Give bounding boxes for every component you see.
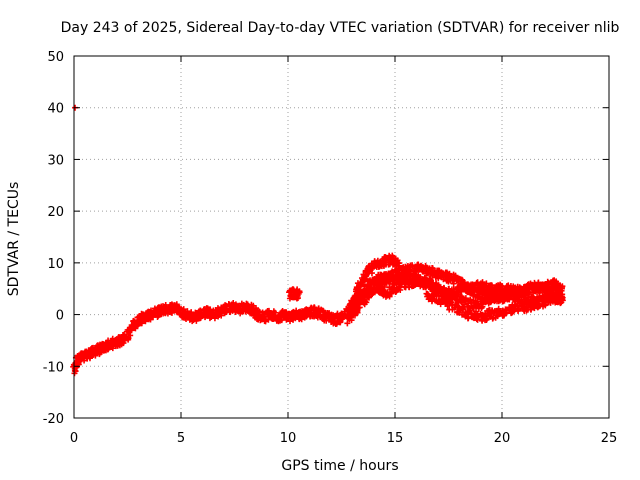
data-point	[441, 285, 448, 292]
data-point	[109, 345, 116, 352]
x-tick-label: 20	[494, 431, 511, 446]
data-point	[481, 282, 488, 289]
data-point	[295, 290, 302, 297]
grid	[74, 56, 609, 418]
data-point	[490, 314, 497, 321]
x-tick-label: 15	[387, 431, 404, 446]
y-tick-label: 30	[47, 153, 64, 168]
data-point	[389, 253, 396, 260]
data-point	[112, 337, 119, 344]
y-tick-label: 40	[47, 102, 64, 117]
data-point	[447, 298, 454, 305]
data-point	[393, 288, 400, 295]
y-tick-label: -10	[43, 360, 64, 375]
data-point	[218, 312, 225, 319]
data-point	[541, 282, 548, 289]
data-point	[445, 287, 452, 294]
data-point	[363, 299, 370, 306]
data-point	[127, 332, 134, 339]
x-tick-label: 0	[70, 431, 78, 446]
data-points	[70, 104, 566, 377]
data-point	[366, 283, 373, 290]
x-axis-ticks: 0 5 10 15 20 25	[70, 56, 617, 446]
data-point	[542, 302, 549, 309]
data-point	[222, 305, 229, 312]
data-point	[485, 300, 492, 307]
data-point	[497, 293, 504, 300]
y-tick-label: 20	[47, 205, 64, 220]
y-tick-label: 50	[47, 50, 64, 65]
data-point	[357, 288, 364, 295]
y-tick-label: -20	[43, 412, 64, 427]
y-axis-ticks: -20 -10 0 10 20 30 40 50	[43, 50, 609, 427]
data-point	[389, 277, 396, 284]
data-point	[374, 279, 381, 286]
data-point	[554, 280, 561, 287]
data-point	[558, 285, 565, 292]
data-point	[287, 318, 294, 325]
data-point	[467, 296, 474, 303]
chart-title: Day 243 of 2025, Sidereal Day-to-day VTE…	[61, 20, 620, 36]
data-point	[484, 315, 491, 322]
data-point	[369, 264, 376, 271]
y-tick-label: 0	[56, 309, 64, 324]
data-point	[441, 290, 448, 297]
plot-frame	[73, 55, 610, 419]
y-tick-label: 10	[47, 257, 64, 272]
data-point	[553, 281, 560, 288]
data-point	[369, 265, 376, 272]
data-point	[551, 277, 558, 284]
data-point	[477, 280, 484, 287]
x-axis-label: GPS time / hours	[281, 458, 398, 474]
data-point	[293, 295, 300, 302]
data-point	[349, 308, 356, 315]
y-axis-label: SDTVAR / TECUs	[6, 182, 22, 297]
data-point	[311, 304, 318, 311]
data-point	[409, 262, 416, 269]
x-tick-label: 5	[177, 431, 185, 446]
data-point	[558, 293, 565, 300]
x-tick-label: 10	[280, 431, 297, 446]
data-point	[453, 291, 460, 298]
data-point	[351, 308, 358, 315]
data-point	[417, 275, 424, 282]
data-point	[450, 280, 457, 287]
data-point	[429, 267, 436, 274]
data-point	[557, 289, 564, 296]
x-tick-label: 25	[601, 431, 618, 446]
